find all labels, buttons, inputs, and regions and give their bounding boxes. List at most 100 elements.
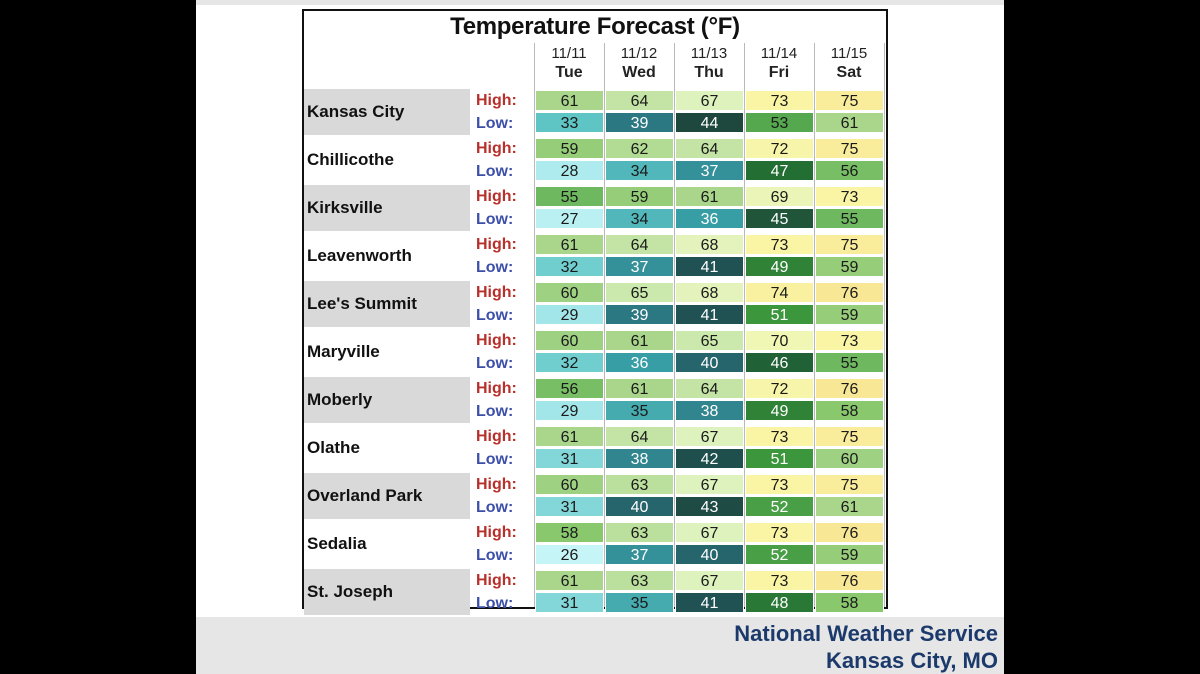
footer-office: Kansas City, MO	[826, 648, 998, 673]
high-label: High:	[476, 476, 517, 493]
high-temp-cell: 67	[675, 474, 744, 495]
high-temp-cell: 63	[605, 570, 674, 591]
low-label: Low:	[476, 163, 514, 180]
low-label: Low:	[476, 403, 514, 420]
high-temp-cell: 72	[745, 378, 814, 399]
low-temp-cell: 40	[605, 496, 674, 517]
high-temp-cell: 73	[745, 90, 814, 111]
high-temp-cell: 61	[675, 186, 744, 207]
low-temp-cell: 31	[535, 592, 604, 613]
city-name: Leavenworth	[304, 233, 470, 279]
forecast-table: Temperature Forecast (°F) 11/11 Tue 11/12 W…	[302, 9, 888, 615]
high-temp-cell: 74	[745, 282, 814, 303]
low-temp-cell: 34	[605, 160, 674, 181]
column-divider	[604, 43, 605, 607]
low-temp-cell: 42	[675, 448, 744, 469]
high-label: High:	[476, 428, 517, 445]
low-label: Low:	[476, 211, 514, 228]
day-of-week: Fri	[768, 64, 790, 81]
column-divider	[884, 43, 885, 607]
high-temp-cell: 67	[675, 570, 744, 591]
low-temp-cell: 29	[535, 400, 604, 421]
high-temp-cell: 75	[815, 90, 884, 111]
stage: Temperature Forecast (°F) 11/11 Tue 11/12 W…	[196, 0, 1004, 674]
table-row: Kansas City High: Low: 61 64 67 73 75 33 39 44 53 61	[304, 89, 886, 137]
high-temp-cell: 76	[815, 378, 884, 399]
high-temp-cell: 60	[535, 282, 604, 303]
high-temp-cell: 64	[605, 426, 674, 447]
high-temp-cell: 76	[815, 522, 884, 543]
high-temp-cell: 59	[605, 186, 674, 207]
low-temp-cell: 48	[745, 592, 814, 613]
high-label: High:	[476, 332, 517, 349]
table-row: Lee's Summit High: Low: 60 65 68 74 76 29 39 41 51 5…	[304, 281, 886, 329]
day-header: 11/15 Sat	[814, 45, 884, 83]
high-temp-cell: 76	[815, 282, 884, 303]
low-temp-cell: 37	[605, 544, 674, 565]
low-temp-cell: 51	[745, 304, 814, 325]
low-temp-cell: 34	[605, 208, 674, 229]
low-temp-cell: 35	[605, 400, 674, 421]
table-row: Leavenworth High: Low: 61 64 68 73 75 32 37 41 49 59	[304, 233, 886, 281]
low-temp-cell: 55	[815, 208, 884, 229]
high-temp-cell: 61	[605, 378, 674, 399]
high-temp-cell: 73	[745, 426, 814, 447]
low-temp-cell: 59	[815, 304, 884, 325]
low-temp-cell: 39	[605, 304, 674, 325]
low-temp-cell: 38	[605, 448, 674, 469]
high-temp-cell: 61	[605, 330, 674, 351]
high-temp-cell: 63	[605, 522, 674, 543]
high-label: High:	[476, 572, 517, 589]
low-temp-cell: 36	[605, 352, 674, 373]
table-row: Sedalia High: Low: 58 63 67 73 76 26 37 40 52 59	[304, 521, 886, 569]
slide-area: Temperature Forecast (°F) 11/11 Tue 11/12 W…	[196, 5, 1004, 617]
low-temp-cell: 35	[605, 592, 674, 613]
city-name: Overland Park	[304, 473, 470, 519]
low-temp-cell: 51	[745, 448, 814, 469]
table-title: Temperature Forecast (°F)	[450, 13, 740, 40]
high-temp-cell: 69	[745, 186, 814, 207]
high-temp-cell: 61	[535, 426, 604, 447]
low-temp-cell: 60	[815, 448, 884, 469]
low-temp-cell: 58	[815, 592, 884, 613]
low-temp-cell: 52	[745, 544, 814, 565]
high-label: High:	[476, 140, 517, 157]
day-header: 11/12 Wed	[604, 45, 674, 83]
high-temp-cell: 72	[745, 138, 814, 159]
low-temp-cell: 53	[745, 112, 814, 133]
high-temp-cell: 73	[745, 522, 814, 543]
low-temp-cell: 37	[675, 160, 744, 181]
table-row: St. Joseph High: Low: 61 63 67 73 76 31 35 41 48 58	[304, 569, 886, 617]
low-temp-cell: 44	[675, 112, 744, 133]
low-label: Low:	[476, 595, 514, 612]
high-temp-cell: 73	[745, 234, 814, 255]
table-row: Moberly High: Low: 56 61 64 72 76 29 35 38 49 58	[304, 377, 886, 425]
low-temp-cell: 49	[745, 400, 814, 421]
high-temp-cell: 64	[605, 90, 674, 111]
low-temp-cell: 29	[535, 304, 604, 325]
day-date: 11/15	[830, 45, 868, 62]
low-temp-cell: 59	[815, 544, 884, 565]
high-label: High:	[476, 284, 517, 301]
footer: National Weather Service Kansas City, MO	[734, 620, 998, 674]
low-temp-cell: 41	[675, 304, 744, 325]
high-temp-cell: 73	[815, 330, 884, 351]
city-name: Sedalia	[304, 521, 470, 567]
high-temp-cell: 65	[675, 330, 744, 351]
low-temp-cell: 41	[675, 256, 744, 277]
column-divider	[534, 43, 535, 607]
high-temp-cell: 67	[675, 90, 744, 111]
low-temp-cell: 37	[605, 256, 674, 277]
city-name: Maryville	[304, 329, 470, 375]
city-name: Lee's Summit	[304, 281, 470, 327]
low-temp-cell: 59	[815, 256, 884, 277]
low-label: Low:	[476, 355, 514, 372]
high-temp-cell: 61	[535, 234, 604, 255]
day-date: 11/14	[760, 45, 798, 62]
high-temp-cell: 58	[535, 522, 604, 543]
high-temp-cell: 56	[535, 378, 604, 399]
high-temp-cell: 75	[815, 474, 884, 495]
high-temp-cell: 75	[815, 234, 884, 255]
low-label: Low:	[476, 451, 514, 468]
high-label: High:	[476, 380, 517, 397]
